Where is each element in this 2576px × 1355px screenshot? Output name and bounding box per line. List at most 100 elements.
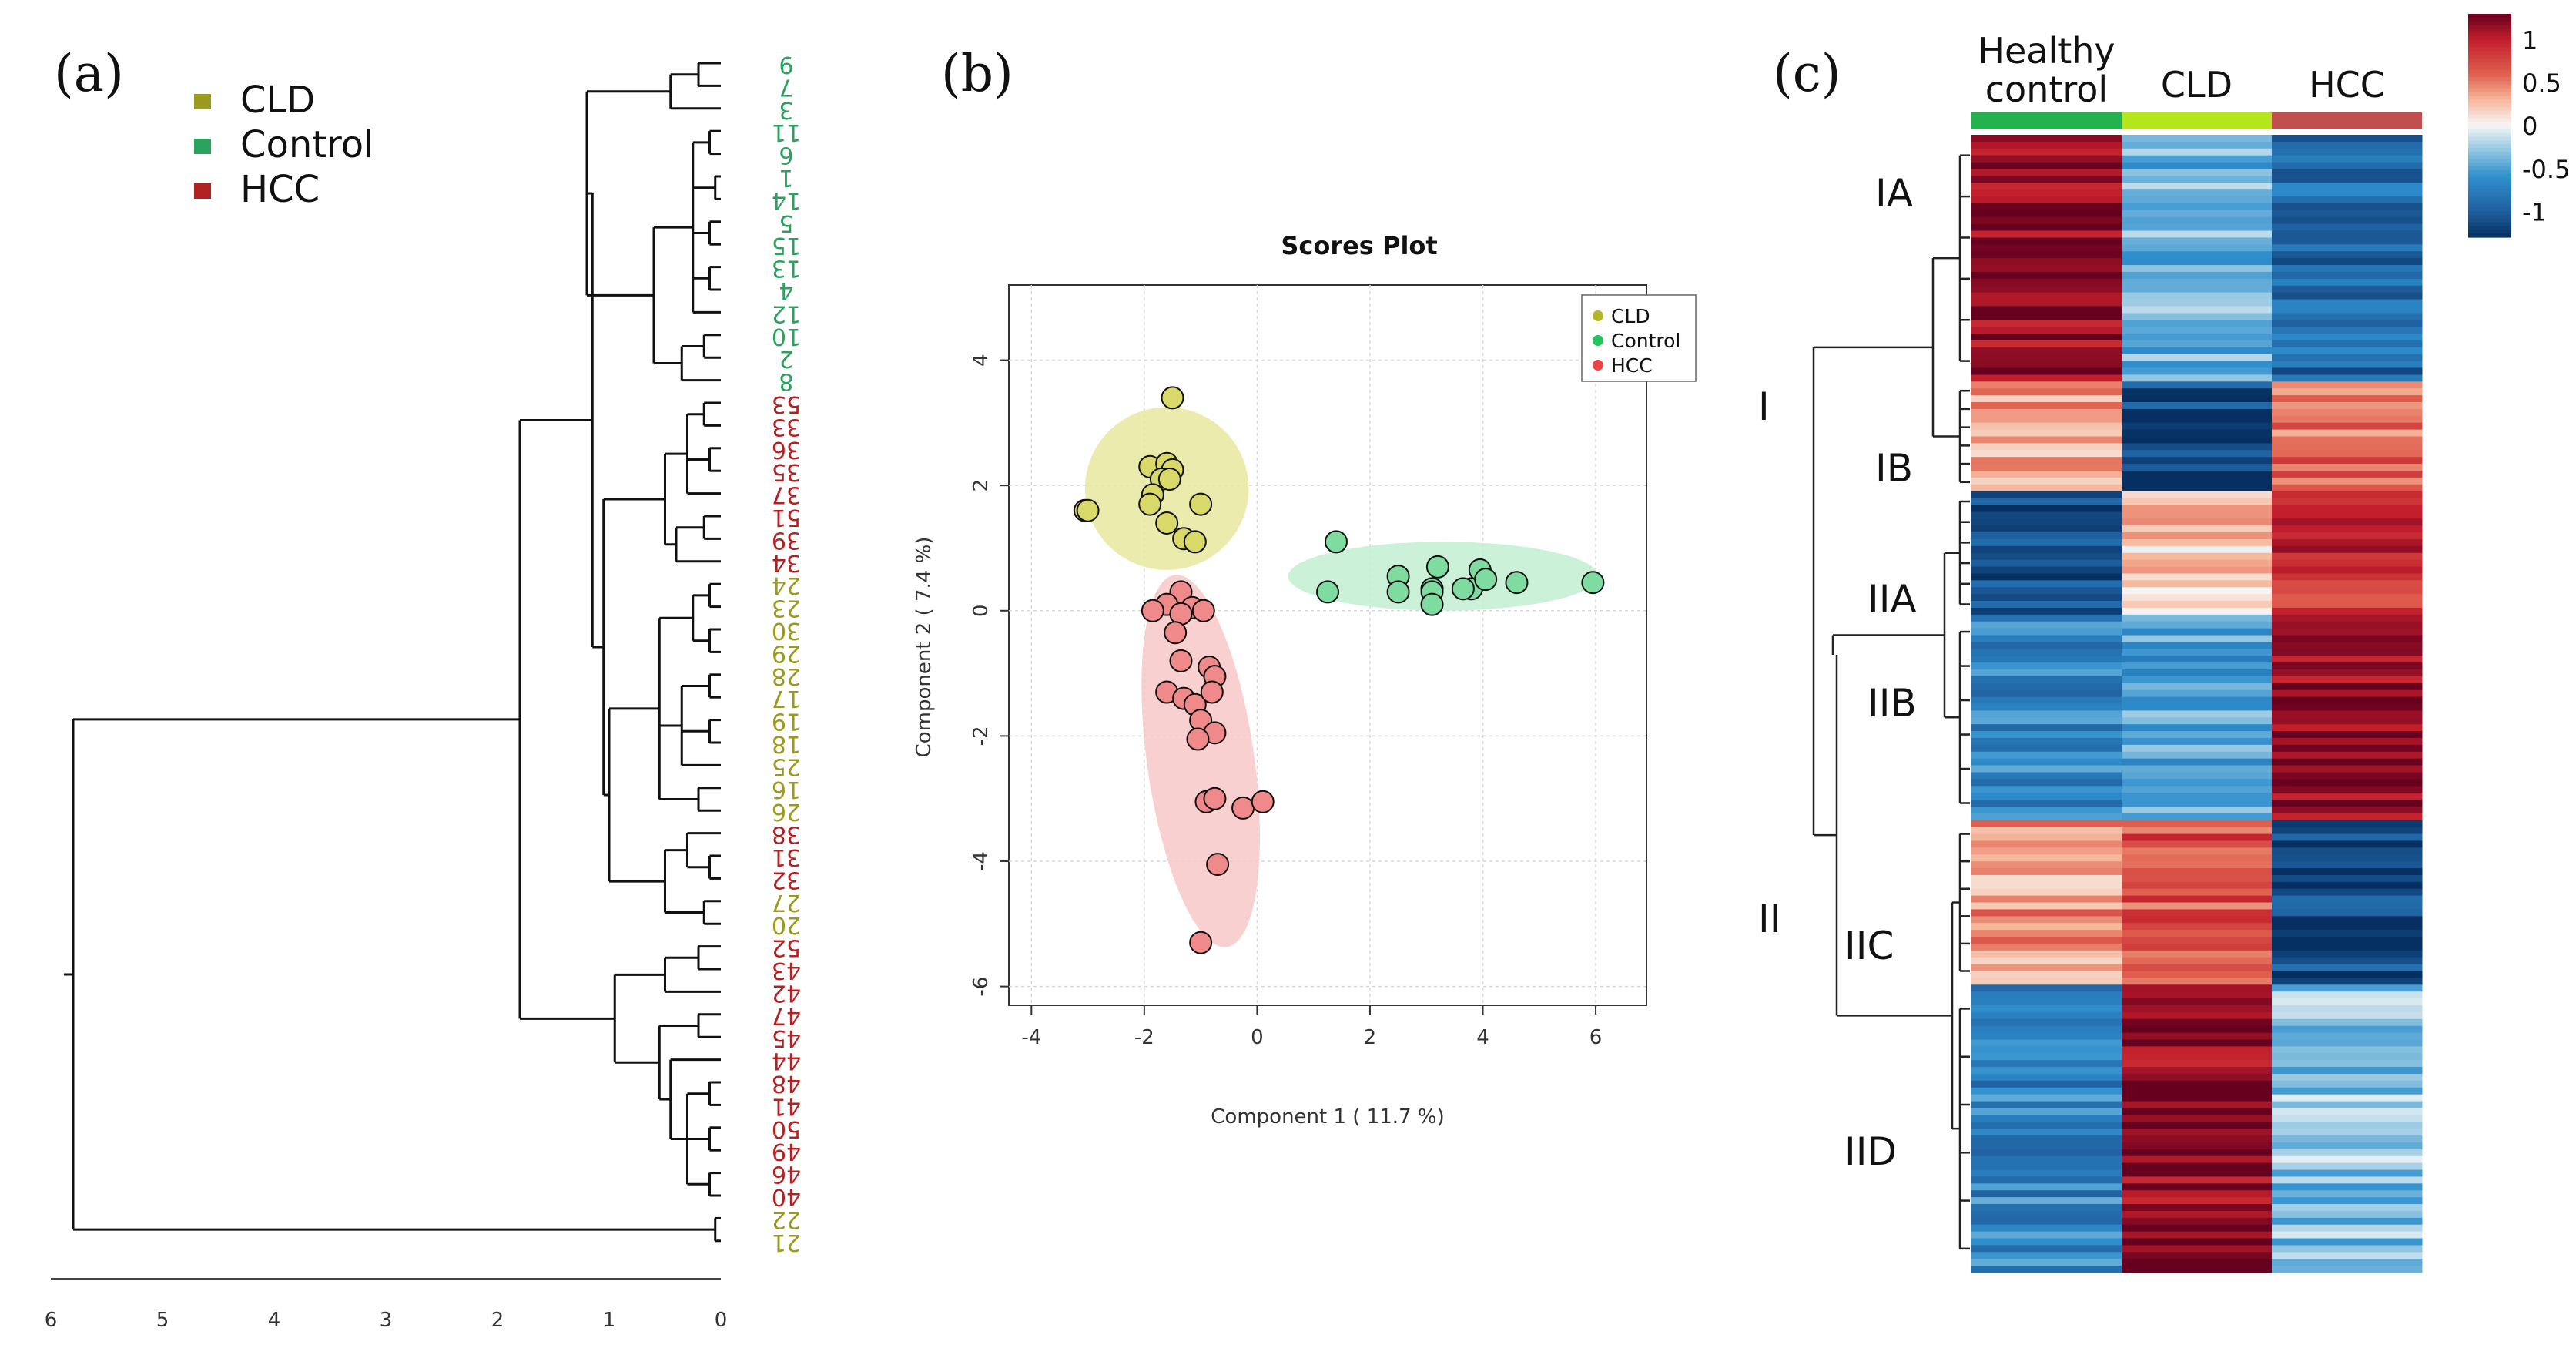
heatmap-cell <box>2272 538 2423 547</box>
scores-legend-marker <box>1593 360 1603 371</box>
heatmap-cell <box>2272 580 2423 588</box>
heatmap-cluster-label: I <box>1758 384 1770 429</box>
heatmap-colorbar-segment <box>2468 163 2511 167</box>
heatmap-cell <box>1971 971 2122 978</box>
heatmap-cell <box>2272 1115 2423 1122</box>
heatmap-colorbar-segment <box>2468 110 2511 116</box>
dendrogram-leaf-label: 1 <box>779 164 793 191</box>
heatmap-cell <box>2122 511 2273 519</box>
heatmap-cell <box>2272 737 2423 746</box>
heatmap-cell <box>1971 696 2122 704</box>
heatmap-cell <box>1971 800 2122 807</box>
heatmap-cell <box>2122 1067 2273 1075</box>
heatmap-cell <box>2122 868 2273 876</box>
heatmap-colorbar-segment <box>2468 65 2511 71</box>
heatmap-cluster-label: IB <box>1875 446 1913 491</box>
heatmap-cell <box>1971 278 2122 287</box>
heatmap-cell <box>2272 1210 2423 1219</box>
heatmap-colorbar-segment <box>2468 32 2511 37</box>
heatmap-cell <box>2122 1053 2273 1061</box>
scores-point-control <box>1474 568 1498 592</box>
heatmap-colorbar-segment <box>2468 177 2511 183</box>
heatmap-colorbar-segment <box>2468 25 2511 29</box>
heatmap-cell <box>2122 1224 2273 1233</box>
heatmap-cell <box>2272 1252 2423 1259</box>
heatmap-cell <box>2272 216 2423 225</box>
heatmap-cell <box>1971 923 2122 931</box>
heatmap-cell <box>2122 141 2273 149</box>
dendrogram-axis-tick: 3 <box>380 1309 393 1332</box>
heatmap-cell <box>2122 1011 2273 1020</box>
dendrogram-leaf-label: 12 <box>772 300 801 327</box>
heatmap-cell <box>1971 545 2122 554</box>
heatmap-cell <box>2272 176 2423 183</box>
heatmap-cell <box>2122 1190 2273 1198</box>
heatmap-cell <box>2272 800 2423 807</box>
heatmap-cell <box>2272 251 2423 259</box>
scores-legend-marker <box>1593 310 1603 321</box>
heatmap-cell <box>2122 628 2273 636</box>
heatmap-cell <box>2122 656 2273 663</box>
heatmap-cell <box>2272 868 2423 876</box>
heatmap-cell <box>2122 334 2273 341</box>
heatmap-colorbar-segment <box>2468 200 2511 205</box>
heatmap-column-color-bar <box>2272 112 2422 129</box>
scores-point-hcc <box>1186 727 1210 751</box>
heatmap-cell <box>2122 1183 2273 1191</box>
heatmap-cell <box>1971 498 2122 505</box>
heatmap-cell <box>1971 1217 2122 1226</box>
heatmap-cell <box>2122 545 2273 554</box>
heatmap-cell <box>2272 1169 2423 1177</box>
heatmap-cell <box>2122 1094 2273 1102</box>
heatmap-cell <box>2272 916 2423 924</box>
heatmap-cell <box>1971 1197 2122 1205</box>
dendrogram-leaf-label: 24 <box>772 572 801 599</box>
heatmap-cell <box>2122 367 2273 375</box>
heatmap-cell <box>2272 559 2423 568</box>
heatmap-cell <box>2122 833 2273 841</box>
heatmap-cell <box>2122 772 2273 780</box>
heatmap-cell <box>2272 1149 2423 1157</box>
heatmap-colorbar-segment <box>2468 203 2511 208</box>
heatmap-cell <box>1971 731 2122 739</box>
heatmap-cell <box>2122 861 2273 869</box>
heatmap-cell <box>2122 758 2273 766</box>
dendrogram-leaf-label: 36 <box>772 436 801 463</box>
heatmap-colorbar-segment <box>2468 193 2511 197</box>
dendrogram-axis-tick: 6 <box>45 1309 58 1332</box>
heatmap-cell <box>2272 587 2423 595</box>
dendrogram-leaf-label: 10 <box>772 323 801 350</box>
heatmap-cell <box>2272 984 2423 992</box>
heatmap-cell <box>1971 635 2122 642</box>
heatmap-colorbar-segment <box>2468 211 2511 216</box>
heatmap-colorbar-segment <box>2468 185 2511 189</box>
heatmap-colorbar-segment <box>2468 96 2511 100</box>
heatmap-cell <box>2272 223 2423 232</box>
heatmap-cell <box>1971 847 2122 855</box>
heatmap-cell <box>1971 408 2122 417</box>
heatmap-cell <box>2122 1122 2273 1129</box>
heatmap-cell <box>2122 237 2273 245</box>
heatmap-cell <box>2122 937 2273 944</box>
heatmap-cell <box>2272 244 2423 252</box>
heatmap-cluster-label: IIA <box>1868 577 1917 622</box>
heatmap-cell <box>1971 779 2122 787</box>
heatmap-cell <box>1971 806 2122 814</box>
heatmap-cell <box>2272 169 2423 176</box>
heatmap-cell <box>1971 518 2122 526</box>
heatmap-cell <box>1971 1094 2122 1102</box>
heatmap-cell <box>1971 964 2122 972</box>
heatmap-cell <box>1971 751 2122 760</box>
heatmap-cell <box>2122 203 2273 211</box>
heatmap-cell <box>2272 189 2423 197</box>
heatmap-cell <box>2122 299 2273 307</box>
heatmap-colorbar-tick: 0.5 <box>2522 69 2561 98</box>
heatmap-colorbar-segment <box>2468 159 2511 163</box>
heatmap-cell <box>2122 751 2273 760</box>
heatmap-cell <box>1971 402 2122 410</box>
heatmap-cell <box>2272 1266 2423 1273</box>
heatmap-cell <box>2122 491 2273 499</box>
heatmap-cell <box>2122 388 2273 396</box>
heatmap-column-color-bar <box>2122 112 2272 129</box>
